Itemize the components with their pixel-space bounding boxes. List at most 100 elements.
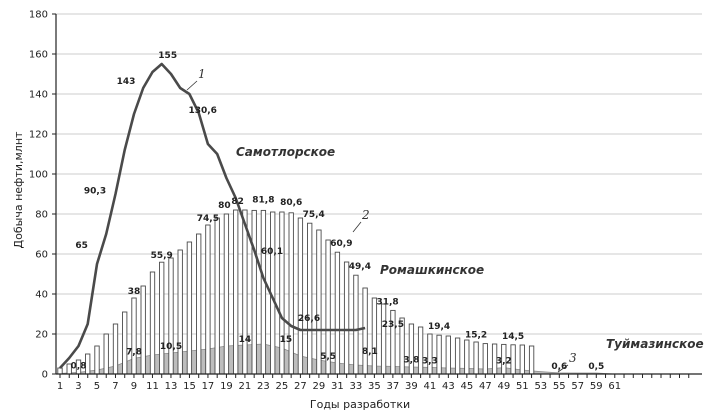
data-label: 82 [231,197,244,207]
y-tick-label: 60 [35,250,48,261]
y-tick-label: 40 [35,290,48,301]
bar [205,224,211,375]
data-label: 23,5 [382,320,404,330]
y-axis-title: Добыча нефти,млнт [12,131,25,248]
bar [214,217,220,375]
x-tick-label: 17 [202,381,215,392]
data-label: 74,5 [197,214,219,224]
bar [482,343,488,375]
x-tick-label: 3 [75,381,81,392]
data-label: 3,3 [422,356,438,366]
bar [159,261,165,375]
x-tick-label: 19 [220,381,233,392]
x-axis-title: Годы разработки [310,398,410,411]
x-tick-label: 33 [350,381,363,392]
bar [353,274,359,375]
series-number-1: 1 [198,67,206,81]
bar [177,249,183,375]
bar [149,271,156,375]
y-tick-label: 0 [42,370,48,381]
bar [279,211,285,375]
data-label: 0,5 [588,362,604,372]
bar [343,261,350,375]
data-label: 155 [158,51,177,61]
x-tick-label: 11 [146,381,159,392]
bar [168,257,174,375]
data-label: 14,5 [502,332,524,342]
x-tick-label: 7 [112,381,118,392]
x-tick-label: 43 [442,381,455,392]
data-label: 81,8 [252,195,274,205]
bar [528,345,535,375]
data-label: 75,4 [303,210,325,220]
data-label: 80 [218,201,231,211]
data-label: 90,3 [84,186,106,196]
data-label: 80,6 [280,198,302,208]
bar [288,212,294,375]
x-tick-label: 31 [331,381,344,392]
y-tick-label: 80 [35,210,48,221]
bar [260,209,267,375]
x-tick-label: 61 [608,381,621,392]
bar [417,326,424,375]
data-label: 60,1 [261,247,283,257]
x-tick-label: 51 [516,381,529,392]
bar [464,339,470,375]
x-tick-label: 55 [553,381,566,392]
series-pointer-2 [352,221,362,233]
x-tick-label: 15 [183,381,196,392]
bar [233,209,239,375]
bar [94,345,100,375]
x-tick-label: 37 [387,381,400,392]
data-label: 7,8 [126,347,142,357]
data-label: 5,5 [320,352,336,362]
series-pointer-1 [186,80,198,91]
x-tick-label: 53 [534,381,547,392]
series-number-2: 2 [361,208,370,222]
series-pointer-3 [557,364,569,373]
x-tick-label: 9 [131,381,137,392]
y-tick-label: 160 [29,50,48,61]
x-tick-label: 35 [368,381,381,392]
x-tick-label: 27 [294,381,307,392]
x-tick-label: 49 [497,381,510,392]
bar [427,333,433,375]
bar [380,303,387,375]
bar [445,335,451,375]
data-label: 60,9 [330,239,352,249]
x-tick-label: 13 [165,381,178,392]
x-tick-label: 39 [405,381,418,392]
bar [408,323,415,375]
bar [122,311,128,375]
x-tick-label: 59 [590,381,603,392]
data-label: 8,1 [362,347,378,357]
y-tick-label: 120 [29,130,48,141]
data-label: 38 [128,287,141,297]
bar [103,333,109,375]
bar [307,222,313,375]
data-label: 10,5 [160,342,182,352]
x-tick-label: 57 [571,381,584,392]
y-tick-label: 180 [29,10,48,21]
x-tick-label: 21 [239,381,252,392]
data-label: 65 [75,241,88,251]
y-tick-label: 140 [29,90,48,101]
x-tick-label: 45 [460,381,473,392]
data-label: 15,2 [465,331,487,341]
x-tick-label: 5 [94,381,100,392]
series-number-3: 3 [569,351,577,365]
line-samotlorskoe [59,62,366,369]
x-tick-label: 23 [257,381,270,392]
x-tick-label: 47 [479,381,492,392]
data-label: 14 [239,335,252,345]
series-line-samotlorskoe [59,62,366,369]
data-label: 19,4 [428,322,450,332]
bar [186,241,193,375]
bar [131,297,137,375]
data-label: 26,6 [298,314,320,324]
data-label: 130,6 [188,106,216,116]
bar [57,367,63,375]
x-tick-label: 29 [313,381,326,392]
